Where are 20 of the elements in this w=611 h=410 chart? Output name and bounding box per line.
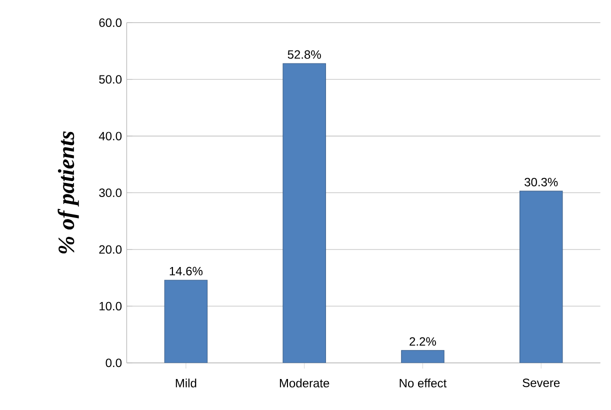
- x-tick-label: Mild: [176, 378, 196, 388]
- y-tick-label: 10.0: [100, 302, 122, 311]
- x-tick-label: No effect: [400, 378, 447, 388]
- y-tick-label: 50.0: [99, 75, 122, 84]
- bar: [520, 191, 563, 364]
- y-tick-label: 30.0: [99, 188, 122, 198]
- bar: [164, 280, 208, 364]
- data-label: 30.3%: [524, 178, 558, 187]
- y-tick-label: 60.0: [99, 18, 122, 28]
- bar: [401, 350, 444, 364]
- data-label: 52.8%: [288, 50, 321, 60]
- x-tick-label: Severe: [522, 378, 560, 388]
- bar: [282, 63, 326, 364]
- y-tick-label: 40.0: [98, 132, 122, 141]
- data-label: 14.6%: [170, 267, 203, 276]
- y-tick-label: 0.0: [106, 358, 122, 368]
- y-tick-label: 20.0: [99, 245, 122, 254]
- y-axis-title: % of patients: [58, 132, 79, 254]
- data-label: 2.2%: [410, 337, 436, 346]
- x-tick-label: Moderate: [280, 378, 330, 388]
